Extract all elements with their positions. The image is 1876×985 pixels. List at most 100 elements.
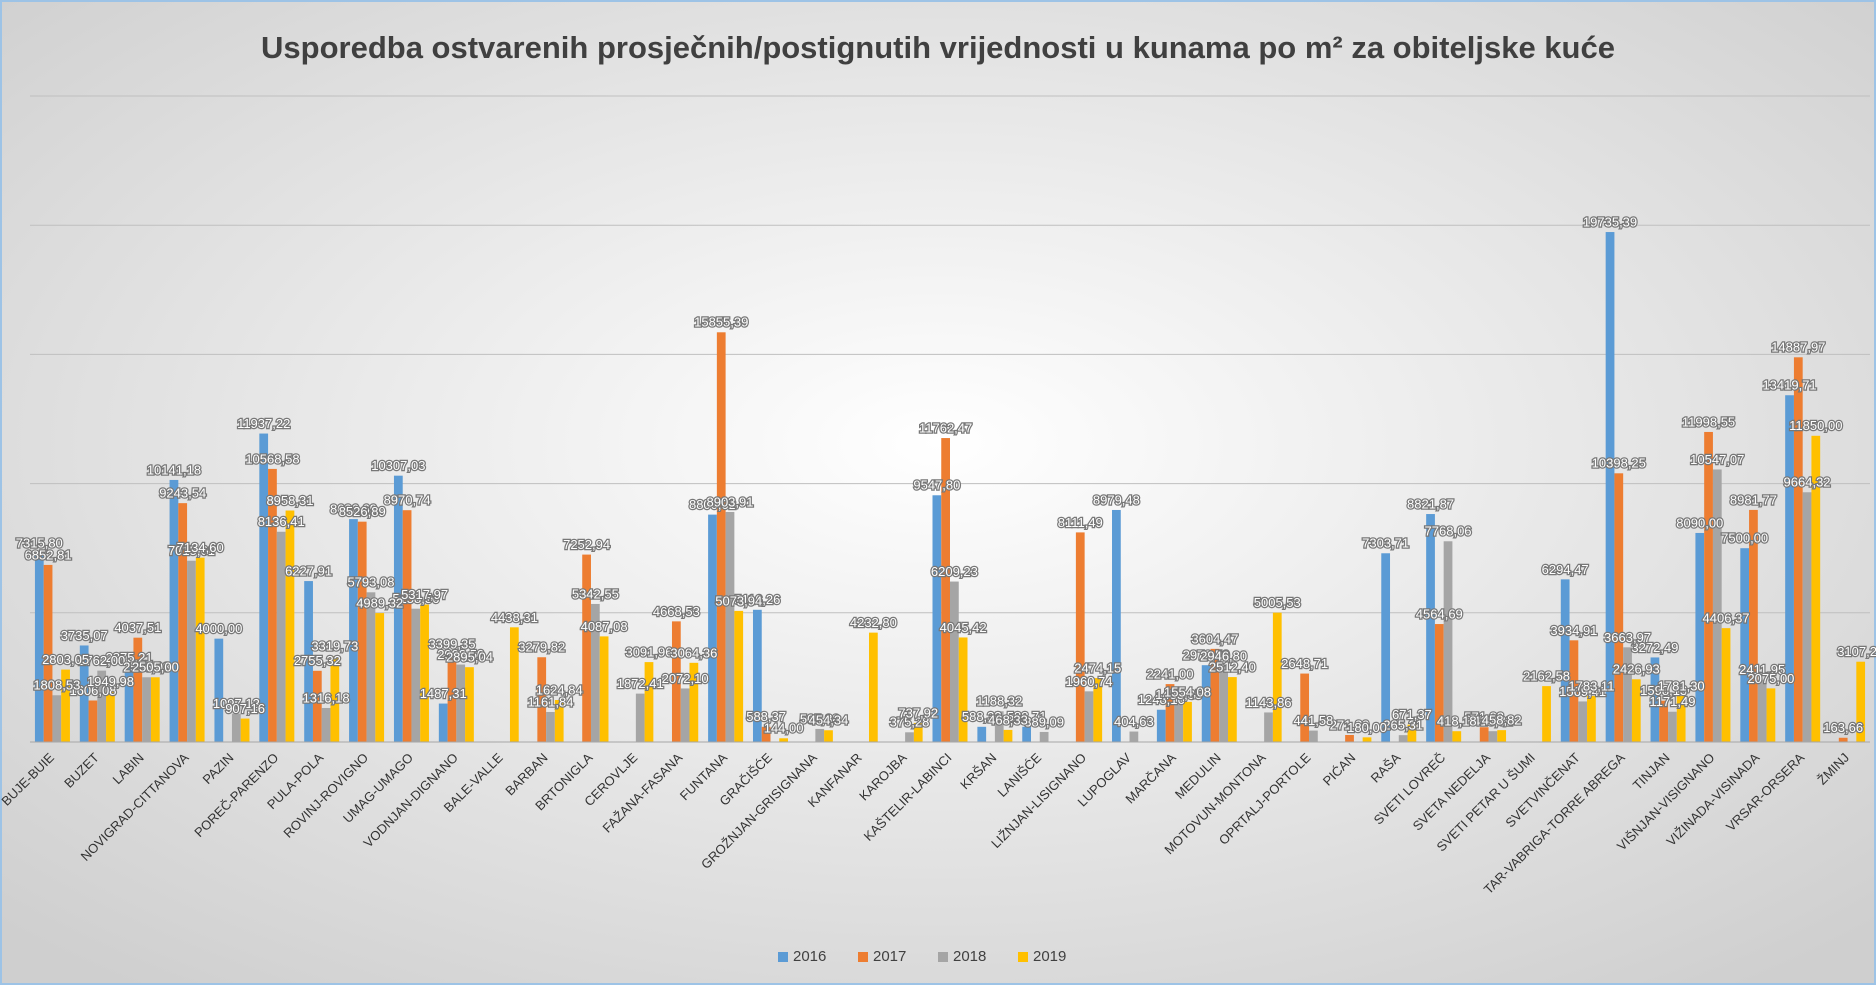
value-label: 3064,36 (670, 645, 717, 660)
value-label: 7015,61 (168, 543, 215, 558)
bar (958, 637, 968, 742)
bar (240, 718, 250, 742)
value-label: 1188,32 (976, 694, 1022, 709)
value-label: 1097,13 (213, 696, 260, 711)
bar (1443, 541, 1453, 742)
bar (708, 514, 717, 742)
value-label: 8903,91 (706, 494, 753, 509)
value-label: 588,71 (1007, 709, 1047, 724)
bar (1075, 532, 1085, 742)
value-label: 6227,91 (285, 564, 332, 579)
bar (868, 632, 878, 742)
value-label: 454,34 (809, 713, 849, 728)
value-label: 2972,50 (1183, 648, 1230, 663)
value-label: 418,18 (1437, 714, 1477, 729)
value-label: 6852,81 (25, 547, 72, 562)
value-label: 1960,74 (1066, 674, 1113, 689)
value-label: 8821,87 (1407, 496, 1454, 511)
bar (133, 637, 143, 742)
bar (88, 700, 98, 742)
value-label: 1554,08 (1164, 684, 1211, 699)
value-label: 1316,18 (303, 690, 350, 705)
bar (1668, 711, 1677, 742)
value-label: 4564,69 (1416, 606, 1463, 621)
bar (321, 707, 331, 742)
bar (268, 468, 277, 742)
bar (932, 495, 942, 742)
bar (1434, 624, 1444, 742)
bar (1497, 730, 1507, 742)
bar (1022, 726, 1032, 742)
bar (1003, 729, 1013, 742)
value-label: 4045,42 (940, 620, 987, 635)
value-label: 7303,71 (1362, 536, 1409, 551)
bar (1614, 473, 1624, 742)
value-label: 2505,00 (132, 660, 179, 675)
bar (977, 726, 987, 742)
value-label: 4087,08 (581, 619, 628, 634)
bar (537, 657, 547, 742)
bar (1210, 648, 1220, 742)
value-label: 3604,47 (1191, 631, 1238, 646)
value-label: 2875,21 (106, 650, 153, 665)
value-label: 5158,56 (392, 591, 439, 606)
value-label: 3934,91 (1550, 623, 1597, 638)
value-label: 588,37 (746, 709, 786, 724)
bar (635, 693, 645, 742)
value-label: 8626,69 (330, 502, 377, 517)
bar (905, 732, 914, 742)
value-label: 389,09 (1024, 714, 1064, 729)
value-label: 4668,53 (653, 604, 700, 619)
bar (1165, 684, 1175, 742)
bar (330, 656, 340, 742)
bar (1785, 395, 1794, 742)
bar (644, 662, 654, 742)
bar (304, 581, 313, 742)
value-label: 11850,00 (1789, 418, 1842, 433)
value-label: 2411,95 (1739, 662, 1785, 677)
bar (1272, 612, 1282, 742)
value-label: 1598,13 (1640, 683, 1687, 698)
bar (599, 636, 609, 742)
value-label: 2762,00 (78, 653, 125, 668)
value-label: 3107,21 (1837, 644, 1876, 659)
bar (402, 510, 412, 742)
value-label: 2072,10 (662, 671, 709, 686)
bar (456, 664, 466, 742)
bar (1578, 701, 1588, 742)
bar (61, 669, 70, 742)
bar (195, 557, 205, 742)
bar (1488, 731, 1498, 742)
bar (393, 475, 403, 742)
value-label: 2162,58 (1523, 669, 1570, 684)
bar (671, 621, 681, 742)
bar (1721, 628, 1731, 742)
value-label: 5317,97 (401, 587, 448, 602)
value-label: 5342,55 (572, 586, 619, 601)
bar (1605, 232, 1615, 742)
value-label: 1949,98 (87, 674, 134, 689)
value-label: 8979,48 (1093, 492, 1140, 507)
bar (1039, 731, 1049, 742)
value-label: 404,63 (1114, 714, 1154, 729)
value-label: 8526,89 (339, 504, 386, 519)
value-label: 7252,94 (563, 537, 610, 552)
bar (231, 713, 241, 742)
bar (689, 662, 699, 742)
bar (1201, 665, 1211, 742)
value-label: 571,82 (1464, 710, 1504, 725)
bar (187, 560, 196, 742)
value-label: 10307,03 (371, 458, 425, 473)
value-label: 2474,15 (1074, 661, 1121, 676)
value-label: 8136,41 (258, 514, 305, 529)
bar (734, 610, 744, 742)
bar (411, 608, 421, 742)
bar (285, 510, 295, 742)
value-label: 2946,80 (1200, 648, 1247, 663)
bar (106, 691, 115, 742)
bar (680, 688, 690, 742)
bar (1856, 661, 1866, 742)
value-label: 8981,77 (1730, 492, 1777, 507)
bar (716, 332, 726, 742)
bar (1219, 665, 1229, 742)
